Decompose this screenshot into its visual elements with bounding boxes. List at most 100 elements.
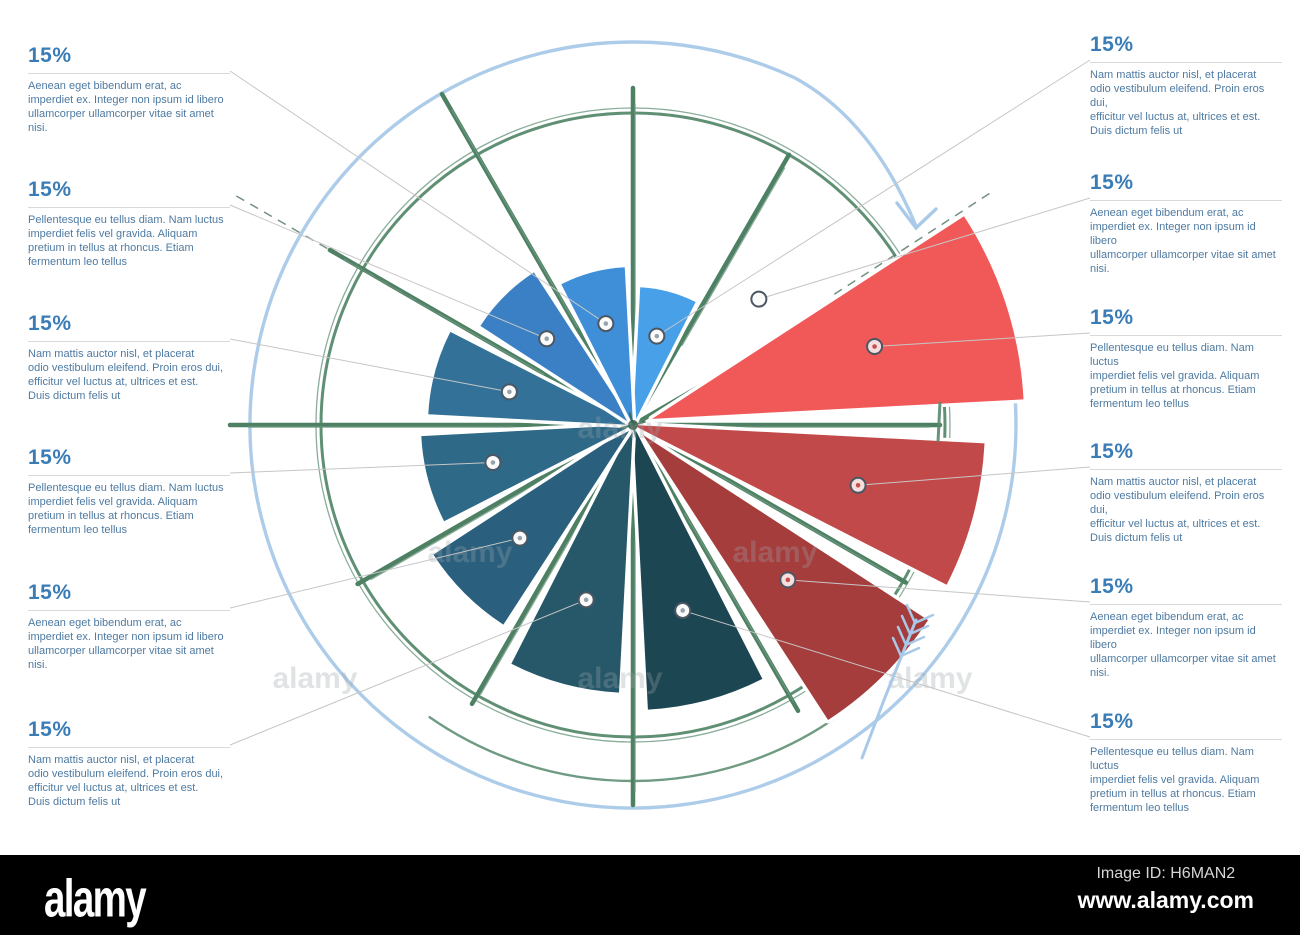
feather-arrow-shaft (860, 618, 918, 760)
pie-segment-7 (507, 421, 637, 697)
callout-underline (28, 475, 230, 476)
callout-left-4: 15% Pellentesque eu tellus diam. Nam luc… (28, 446, 230, 538)
segment-marker-dot (517, 535, 523, 541)
segment-marker-dot (544, 336, 550, 342)
callout-underline (28, 73, 230, 74)
segment-marker-dot (603, 321, 609, 326)
callout-description: Aenean eget bibendum erat, ac imperdiet … (28, 617, 224, 671)
callout-description: Nam mattis auctor nisl, et placerat odio… (28, 348, 224, 402)
watermark-credits: Image ID: H6MAN2 www.alamy.com (1078, 865, 1254, 914)
percent-value: 15% (1090, 306, 1134, 329)
percent-value: 15% (1090, 440, 1134, 463)
compass-spoke-echo (370, 474, 553, 581)
hub-stroke (628, 412, 634, 426)
segment-marker-dot (872, 344, 877, 349)
pie-segment-4 (629, 421, 989, 589)
callout-right-2: 15% Aenean eget bibendum erat, ac imperd… (1090, 171, 1282, 277)
callout-description: Pellentesque eu tellus diam. Nam luctus … (1090, 746, 1260, 814)
leader-line (229, 338, 510, 393)
callout-left-3: 15% Nam mattis auctor nisl, et placerat … (28, 312, 230, 404)
compass-spoke (439, 91, 632, 421)
blue-arrow-tail (794, 76, 918, 227)
feather-barb (908, 624, 930, 636)
leader-line (229, 462, 493, 474)
leader-line (874, 332, 1091, 348)
percent-value: 15% (1090, 710, 1134, 733)
callout-description: Nam mattis auctor nisl, et placerat odio… (1090, 476, 1265, 544)
leader-line (858, 466, 1091, 486)
callout-description: Aenean eget bibendum erat, ac imperdiet … (1090, 611, 1276, 679)
segment-marker-dot (654, 333, 660, 339)
blue-arrowhead-icon (895, 201, 938, 231)
callout-description: Pellentesque eu tellus diam. Nam luctus … (28, 214, 224, 268)
watermark-tile: alamy (427, 536, 512, 569)
pie-segment-9 (417, 421, 637, 525)
callout-underline (28, 341, 230, 342)
segment-marker-dot (680, 608, 685, 613)
segment-marker-dot (855, 483, 861, 488)
callout-underline (1090, 62, 1282, 63)
feather-barb (913, 613, 935, 625)
rim-tick (936, 401, 942, 443)
watermark-tile: alamy (577, 412, 662, 445)
compass-spoke-echo (681, 167, 786, 347)
compass-spoke-echo (716, 473, 898, 579)
hub-stroke (632, 424, 638, 438)
percent-value: 15% (28, 581, 72, 604)
leader-line (229, 599, 587, 746)
percent-value: 15% (28, 44, 72, 67)
callout-right-1: 15% Nam mattis auctor nisl, et placerat … (1090, 33, 1282, 139)
callout-description: Pellentesque eu tellus diam. Nam luctus … (1090, 342, 1260, 410)
callout-right-5: 15% Aenean eget bibendum erat, ac imperd… (1090, 575, 1282, 681)
leader-line (229, 204, 547, 340)
callout-left-2: 15% Pellentesque eu tellus diam. Nam luc… (28, 178, 230, 270)
percent-value: 15% (28, 446, 72, 469)
pie-segment-11 (476, 268, 637, 429)
segment-marker-dot (583, 597, 589, 603)
leader-line (229, 537, 520, 609)
alamy-logo: alamy (44, 868, 147, 928)
callout-underline (1090, 604, 1282, 605)
callout-right-4: 15% Nam mattis auctor nisl, et placerat … (1090, 440, 1282, 546)
callout-right-3: 15% Pellentesque eu tellus diam. Nam luc… (1090, 306, 1282, 412)
segment-marker-dot (507, 389, 512, 395)
leader-line (656, 59, 1091, 337)
percent-value: 15% (28, 312, 72, 335)
leader-line (682, 609, 1091, 738)
pie-segment-12 (557, 263, 637, 429)
callout-underline (1090, 739, 1282, 740)
compass-spoke-echo (479, 510, 588, 696)
dashed-guide-line (229, 191, 439, 314)
callout-description: Nam mattis auctor nisl, et placerat odio… (1090, 69, 1265, 137)
leader-line (758, 197, 1091, 300)
segment-marker-dot (785, 577, 791, 583)
callout-underline (1090, 200, 1282, 201)
callout-description: Pellentesque eu tellus diam. Nam luctus … (28, 482, 224, 536)
watermark-tile: alamy (577, 662, 662, 695)
alamy-url: www.alamy.com (1077, 887, 1254, 913)
callout-description: Aenean eget bibendum erat, ac imperdiet … (28, 80, 224, 134)
image-id: Image ID: H6MAN2 (1096, 865, 1236, 882)
pie-segment-10 (424, 328, 637, 429)
watermark-bar: alamy Image ID: H6MAN2 www.alamy.com (0, 855, 1300, 935)
watermark-tile: alamy (732, 536, 817, 569)
callout-left-5: 15% Aenean eget bibendum erat, ac imperd… (28, 581, 230, 673)
pie-segment-3 (648, 212, 1028, 423)
callout-underline (1090, 335, 1282, 336)
hub-stroke (632, 420, 646, 426)
hub-stroke (620, 424, 634, 430)
leader-line (787, 579, 1091, 603)
compass-spoke-echo (451, 109, 579, 329)
callout-left-1: 15% Aenean eget bibendum erat, ac imperd… (28, 44, 230, 136)
feather-barb (896, 625, 908, 647)
callout-underline (28, 747, 230, 748)
feather-barb (899, 646, 921, 658)
segment-marker-dot (490, 460, 496, 465)
feather-barb (900, 614, 912, 636)
callout-description: Aenean eget bibendum erat, ac imperdiet … (1090, 207, 1276, 275)
percent-value: 15% (28, 718, 72, 741)
percent-value: 15% (1090, 171, 1134, 194)
leader-line (229, 70, 607, 324)
